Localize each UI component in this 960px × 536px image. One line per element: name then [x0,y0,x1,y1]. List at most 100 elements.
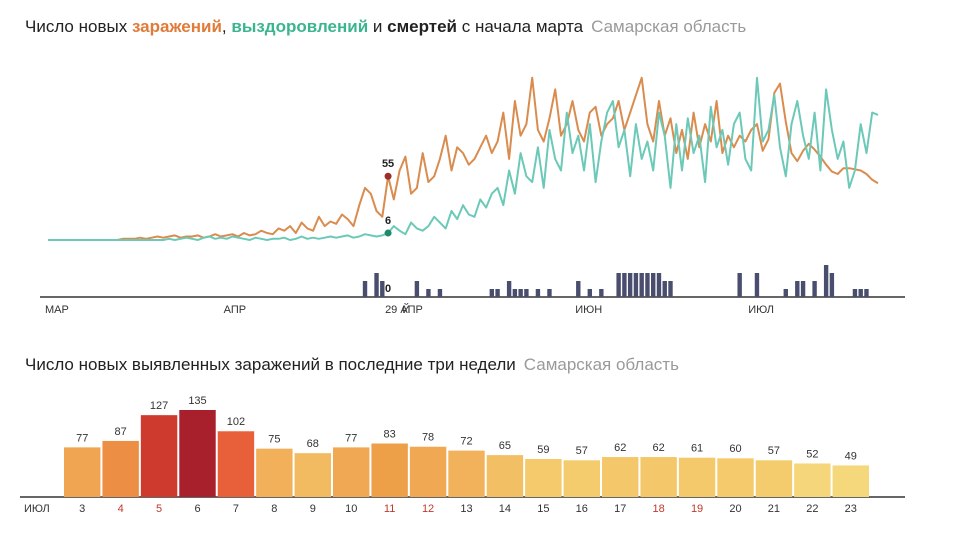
bar [662,281,667,297]
bar [829,273,835,297]
x-tick-label: АПР [224,304,246,316]
bar [832,465,869,497]
data-label: 68 [307,438,319,450]
title-part: Число новых [25,17,132,36]
bar [622,273,627,297]
bar [783,289,788,297]
x-tick-label: 9 [310,503,316,515]
data-label: 61 [691,443,703,455]
x-tick-label: 19 [691,503,703,515]
bar [524,289,529,297]
data-label: 78 [422,432,434,444]
x-tick-label: Й [402,303,410,316]
subtitle: Самарская область [591,17,746,36]
legend-entry: заражений [132,17,222,36]
x-tick-label: 11 [384,503,395,515]
x-tick-label: 10 [345,503,357,515]
bar [64,447,101,497]
bar [179,410,216,497]
chart-title: Число новых заражений, выздоровлений и с… [25,17,746,36]
bar [645,273,650,297]
bar [256,448,293,497]
bar [717,458,754,497]
data-label: 52 [806,448,818,460]
subtitle: Самарская область [524,355,679,374]
bar [587,289,593,297]
bar [486,455,524,497]
legend-entry: выздоровлений [231,17,368,36]
x-tick-label: 7 [233,503,239,515]
bar [602,457,639,497]
data-label: 83 [384,428,396,440]
x-tick-label: 13 [460,503,472,515]
bar [754,273,760,297]
bar [795,281,800,297]
x-tick-label: 18 [653,503,665,515]
bar [535,289,541,297]
title-part: , [222,17,231,36]
data-label: 87 [115,426,127,438]
legend-entry: смертей [387,17,457,36]
x-tick-label: 20 [729,503,741,515]
title-part: с начала марта [457,17,584,36]
bar [737,273,742,297]
data-label: 62 [653,442,665,454]
x-tick-label: ИЮЛ [748,304,774,316]
bar [640,457,677,497]
data-label: 77 [345,432,357,444]
data-label: 135 [188,395,206,407]
x-tick-label: 12 [422,503,434,515]
x-tick-label: 6 [194,503,200,515]
bar [380,281,385,297]
bar [864,289,869,297]
x-tick-label: 17 [614,503,626,515]
x-tick-label: ИЮН [575,304,602,316]
bar [755,460,793,497]
bar [678,457,716,497]
data-label: 77 [76,432,88,444]
x-tick-label: 15 [537,503,549,515]
bar [563,460,600,497]
data-label: 6 [385,215,391,227]
bar [794,463,831,497]
data-label: 57 [576,445,588,457]
bar [823,265,829,297]
bar [333,447,370,497]
data-label: 49 [845,450,857,462]
bar [800,281,806,297]
bar [362,281,368,297]
bar [409,446,447,497]
x-tick-label: 3 [79,503,85,515]
title: Число новых выявленных заражений в после… [25,355,516,374]
bar [437,289,443,297]
bar [668,281,673,297]
bar [448,450,485,497]
bar [374,273,379,297]
data-label: 75 [268,434,280,446]
bar [102,440,139,497]
data-label: 62 [614,442,626,454]
bar [633,273,639,297]
bar [599,289,604,297]
x-tick-label: 29 АПР [385,304,423,316]
data-label: 59 [537,444,549,456]
bar [525,458,562,497]
data-label: 65 [499,440,511,452]
bar [639,273,644,297]
data-label: 57 [768,445,780,457]
bar [495,289,500,297]
title-part: и [368,17,387,36]
x-axis-label: ИЮЛ [24,503,50,515]
bar [547,289,552,297]
data-label: 72 [460,436,472,448]
bar [656,273,662,297]
x-tick-label: 23 [845,503,857,515]
bar [140,415,178,497]
line [48,76,879,241]
bar [858,289,863,297]
highlight-dot [384,229,392,237]
x-tick-label: 22 [806,503,818,515]
bar [506,281,512,297]
x-tick-label: 4 [118,503,124,515]
